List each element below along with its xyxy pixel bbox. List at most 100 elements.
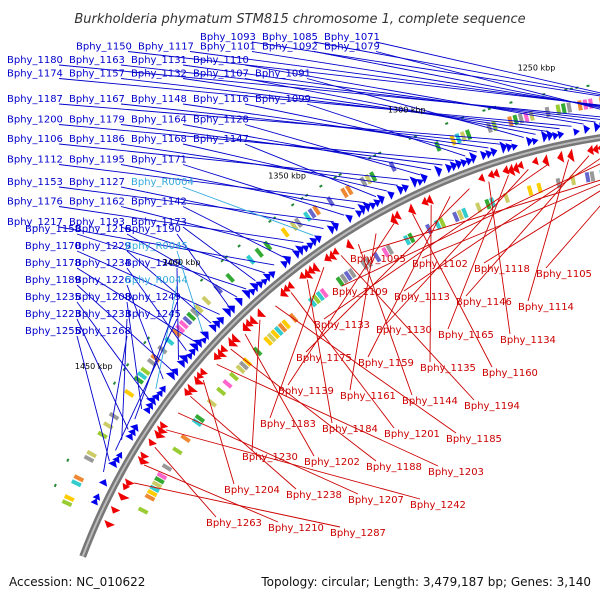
reverse-feature-arrow — [478, 173, 486, 182]
scale-label: 1250 kbp — [518, 63, 556, 72]
annotation-block — [225, 272, 236, 283]
reverse-feature-arrow — [426, 194, 434, 205]
genome-summary-text: Topology: circular; Length: 3,479,187 bp… — [260, 575, 591, 589]
reverse-feature-arrow — [346, 238, 355, 250]
forward-feature-arrow — [234, 298, 243, 307]
reverse-feature-arrow — [512, 162, 521, 174]
forward-feature-arrow — [409, 176, 418, 189]
forward-label-leader — [58, 78, 572, 127]
reverse-feature-arrow — [157, 425, 168, 434]
forward-gene-label: Bphy_1147 — [193, 134, 249, 145]
reverse-gene-label: Bphy_1144 — [402, 396, 458, 407]
reverse-gene-label: Bphy_1201 — [384, 429, 440, 440]
annotation-block — [270, 329, 281, 340]
marker-dash — [333, 175, 338, 179]
forward-label-leader — [126, 233, 238, 298]
forward-gene-label: Bphy_1112 — [7, 155, 63, 166]
forward-feature-arrow — [583, 124, 591, 135]
forward-label-leader — [176, 233, 229, 306]
forward-feature-arrow — [557, 130, 565, 140]
forward-gene-label: Bphy_1148 — [131, 94, 187, 105]
annotation-block — [438, 217, 447, 229]
reverse-feature-arrow — [154, 429, 166, 439]
forward-gene-label: Bphy_1132 — [131, 69, 187, 80]
annotation-block — [140, 366, 151, 376]
reverse-label-leader — [133, 482, 341, 528]
reverse-feature-arrow — [140, 451, 150, 460]
forward-feature-arrow — [90, 498, 98, 506]
reverse-feature-arrow — [567, 148, 575, 163]
reverse-gene-label: Bphy_1135 — [420, 363, 476, 374]
label-leaders-layer — [58, 41, 600, 528]
forward-label-leader — [244, 78, 536, 135]
forward-feature-arrow — [249, 283, 258, 293]
reverse-feature-arrow — [542, 154, 550, 167]
forward-label-leader — [120, 226, 265, 274]
annotation-block — [238, 360, 249, 371]
forward-gene-label: Bphy_1235 — [25, 292, 81, 303]
forward-label-leader — [126, 267, 187, 351]
annotation-block — [359, 176, 368, 188]
reverse-gene-label: Bphy_1159 — [358, 358, 414, 369]
annotation-block — [108, 411, 120, 421]
reverse-label-leader — [447, 174, 509, 330]
reverse-gene-label: Bphy_1113 — [394, 292, 450, 303]
forward-feature-arrow — [226, 305, 235, 314]
annotation-block — [339, 273, 349, 284]
annotation-block — [146, 489, 158, 498]
forward-label-leader — [375, 51, 600, 110]
annotation-block — [277, 322, 288, 333]
forward-feature-arrow — [465, 157, 473, 166]
annotation-block — [280, 227, 290, 238]
annotation-block — [73, 474, 85, 483]
forward-gene-label: Bphy_1171 — [131, 155, 187, 166]
reverse-feature-arrow — [196, 371, 205, 380]
reverse-label-leader — [412, 213, 493, 368]
reverse-gene-label: Bphy_1118 — [474, 264, 530, 275]
reverse-label-leader — [367, 196, 451, 358]
forward-label-leader — [126, 284, 164, 380]
annotation-block — [252, 346, 263, 357]
forward-feature-arrow — [540, 130, 549, 143]
annotation-block — [589, 171, 596, 182]
forward-gene-label: Bphy_1195 — [69, 155, 125, 166]
forward-feature-arrow — [221, 308, 231, 318]
forward-gene-label: Bphy_1128 — [193, 115, 249, 126]
reverse-feature-arrow — [304, 268, 314, 279]
forward-gene-label: Bphy_1173 — [131, 217, 187, 228]
annotation-block — [194, 413, 206, 424]
annotation-block — [63, 494, 75, 503]
forward-gene-label: Bphy_1209 — [125, 258, 181, 269]
annotation-block — [385, 244, 395, 256]
forward-label-leader — [103, 335, 128, 472]
annotation-block — [61, 499, 73, 507]
forward-gene-label: Bphy_R0045 — [125, 241, 188, 252]
forward-feature-arrow — [158, 385, 166, 393]
forward-feature-arrow — [200, 337, 207, 345]
forward-feature-arrow — [546, 129, 554, 142]
forward-feature-arrow — [282, 255, 291, 266]
forward-feature-arrow — [469, 152, 477, 164]
annotation-block — [560, 103, 567, 114]
forward-feature-arrow — [552, 131, 559, 141]
forward-feature-arrow — [531, 137, 539, 146]
forward-gene-label: Bphy_1106 — [7, 134, 63, 145]
forward-feature-arrow — [291, 250, 300, 259]
annotation-block — [344, 184, 354, 196]
forward-gene-label: Bphy_1092 — [262, 42, 318, 53]
forward-gene-label: Bphy_1099 — [255, 94, 311, 105]
reverse-label-leader — [341, 163, 600, 287]
forward-gene-label: Bphy_1153 — [7, 177, 63, 188]
annotation-block — [254, 247, 264, 258]
forward-gene-label: Bphy_1234 — [75, 258, 131, 269]
forward-feature-arrow — [376, 194, 385, 205]
forward-label-leader — [120, 186, 324, 229]
forward-label-leader — [76, 267, 195, 342]
annotation-block — [402, 234, 412, 246]
forward-gene-label: Bphy_1233 — [75, 309, 131, 320]
forward-feature-arrow — [145, 402, 154, 410]
forward-gene-label: Bphy_1168 — [131, 134, 187, 145]
marker-dash — [290, 203, 295, 207]
forward-feature-arrow — [115, 451, 123, 459]
reverse-gene-label: Bphy_1102 — [412, 259, 468, 270]
